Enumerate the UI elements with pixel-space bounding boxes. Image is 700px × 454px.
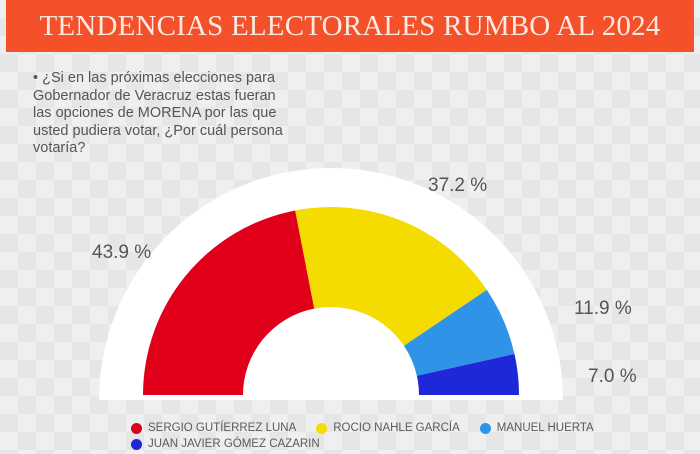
legend-dot-icon [316,422,328,434]
legend-item-rocio: ROCIO NAHLE GARCÍA [316,422,460,434]
slice-2 [403,289,515,376]
page-title: TENDENCIAS ELECTORALES RUMBO AL 2024 [39,9,661,42]
slice-0 [143,210,315,395]
legend-dot-icon [131,422,142,434]
legend-dot-icon [479,422,491,434]
legend-dot-icon [131,438,142,450]
legend-item-juan: JUAN JAVIER GÓMEZ CAZARIN [131,438,320,450]
chart-legend: SERGIO GUTÍERREZ LUNA ROCIO NAHLE GARCÍA… [131,420,614,452]
label-juan: 7.0 % [588,366,637,387]
slice-3 [416,353,519,395]
label-sergio: 43.9 % [92,242,152,263]
label-manuel: 11.9 % [574,298,632,319]
title-banner: TENDENCIAS ELECTORALES RUMBO AL 2024 [6,0,694,52]
slice-1 [295,207,487,346]
survey-question: • ¿Si en las próximas elecciones para Go… [33,70,283,156]
label-rocio: 37.2 % [428,175,488,196]
legend-item-manuel: MANUEL HUERTA [479,422,594,434]
legend-item-sergio: SERGIO GUTÍERREZ LUNA [131,422,296,434]
